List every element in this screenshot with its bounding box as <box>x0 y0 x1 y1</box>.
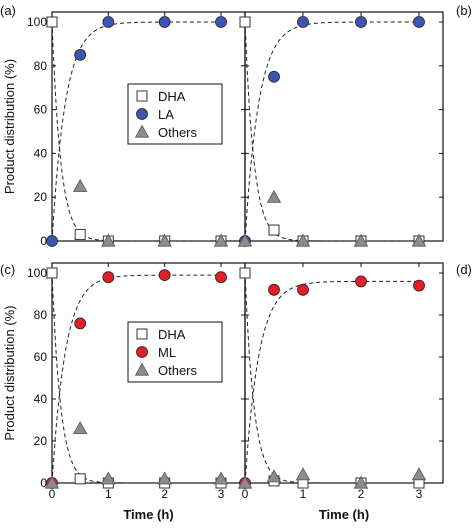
fit-curve-ml <box>244 280 419 484</box>
legend-marker-ml <box>136 346 148 358</box>
legend-label: ML <box>158 345 176 360</box>
data-point-others <box>295 467 311 481</box>
x-tick-label: 3 <box>416 487 423 501</box>
data-point-others <box>237 475 253 489</box>
x-tick-label: 0 <box>49 487 56 501</box>
data-point-dha <box>239 16 251 28</box>
data-point-others <box>213 233 229 247</box>
data-point-ml <box>355 275 367 288</box>
data-point-ml <box>413 279 425 292</box>
x-axis-label: Time (h) <box>319 507 369 522</box>
data-point-others <box>266 469 282 483</box>
fit-curve-ml <box>51 274 221 484</box>
panel-a: 0 20 40 60 80 100 (a) Product distribution (%) D… <box>0 3 246 248</box>
panel-label: (c) <box>0 262 15 277</box>
data-point-ml <box>102 271 115 284</box>
data-point-dha <box>46 267 58 279</box>
data-point-la <box>355 16 367 28</box>
y-axis-label: Product distribution (%) <box>2 59 17 194</box>
plot-frame <box>244 262 444 484</box>
data-point-la <box>215 16 227 28</box>
data-point-la <box>413 16 425 28</box>
data-point-ml <box>74 317 87 330</box>
x-tick-label: 1 <box>105 487 112 501</box>
data-point-ml <box>215 271 227 284</box>
legend-label: LA <box>158 107 174 122</box>
data-point-others <box>72 178 88 192</box>
y-tick-label: 0 <box>40 234 47 248</box>
y-tick-label: 0 <box>40 476 47 490</box>
panel-label: (d) <box>456 262 472 277</box>
legend-label: DHA <box>158 327 186 342</box>
data-point-la <box>46 235 58 247</box>
x-tick-label: 2 <box>358 487 365 501</box>
data-point-dha <box>74 228 86 240</box>
y-tick-label: 80 <box>34 308 48 322</box>
legend-label: Others <box>158 125 198 140</box>
legend-marker-dha <box>136 328 148 340</box>
data-point-dha <box>46 16 58 28</box>
x-tick-label: 2 <box>161 487 168 501</box>
y-tick-label: 40 <box>34 146 48 160</box>
y-tick-label: 60 <box>34 350 48 364</box>
data-point-others <box>157 471 172 485</box>
y-tick-label: 20 <box>34 434 48 448</box>
panel-label: (b) <box>456 3 472 18</box>
legend-label: Others <box>158 363 198 378</box>
data-point-la <box>74 48 87 61</box>
data-point-la <box>268 70 280 83</box>
legend-marker-la <box>136 108 148 120</box>
data-point-others <box>411 233 427 247</box>
y-tick-label: 80 <box>34 59 48 73</box>
data-point-others <box>101 471 116 485</box>
data-point-dha <box>74 473 86 485</box>
data-point-ml <box>158 269 171 282</box>
fit-curve-dha <box>51 21 221 242</box>
x-tick-label: 0 <box>242 487 249 501</box>
x-tick-label: 3 <box>218 487 225 501</box>
legend: DHA ML Others <box>127 321 223 383</box>
data-point-others <box>353 233 369 247</box>
fit-curve-dha <box>244 21 419 242</box>
data-point-others <box>237 233 253 247</box>
data-point-la <box>297 16 309 28</box>
data-point-others <box>44 475 60 489</box>
legend-marker-others <box>134 124 150 138</box>
y-tick-label: 40 <box>34 392 48 406</box>
y-tick-label: 60 <box>34 103 48 117</box>
data-point-ml <box>268 283 280 296</box>
panel-c: 0 20 40 60 80 100 0 1 2 3 (c) Product distribution … <box>0 262 246 522</box>
data-point-dha <box>239 267 251 279</box>
data-point-others <box>213 471 229 485</box>
data-point-others <box>411 467 427 481</box>
data-point-dha <box>268 224 280 236</box>
panel-d: 0 1 2 3 (d) Time (h) <box>237 262 472 522</box>
y-tick-label: 100 <box>27 266 47 280</box>
panel-b: (b) <box>237 3 472 247</box>
legend: DHA LA Others <box>127 83 223 145</box>
data-point-others <box>295 233 311 247</box>
x-tick-label: 1 <box>300 487 307 501</box>
data-point-ml <box>297 283 309 296</box>
legend-label: DHA <box>158 89 186 104</box>
y-axis-label: Product distribution (%) <box>2 305 17 440</box>
fit-curve-dha <box>244 272 419 484</box>
x-axis-label: Time (h) <box>123 507 173 522</box>
panel-label: (a) <box>0 3 16 18</box>
legend-marker-others <box>134 362 150 376</box>
data-point-others <box>101 233 116 247</box>
y-tick-label: 100 <box>27 15 47 29</box>
data-point-others <box>72 421 88 435</box>
legend-marker-dha <box>136 90 148 102</box>
plot-frame <box>244 11 444 242</box>
data-point-la <box>102 16 115 28</box>
fit-curve-la <box>244 21 419 242</box>
y-tick-label: 20 <box>34 190 48 204</box>
data-point-others <box>353 475 369 489</box>
data-point-la <box>158 16 171 28</box>
data-point-others <box>266 189 282 203</box>
fit-curve-la <box>51 21 221 242</box>
data-point-others <box>157 233 172 247</box>
